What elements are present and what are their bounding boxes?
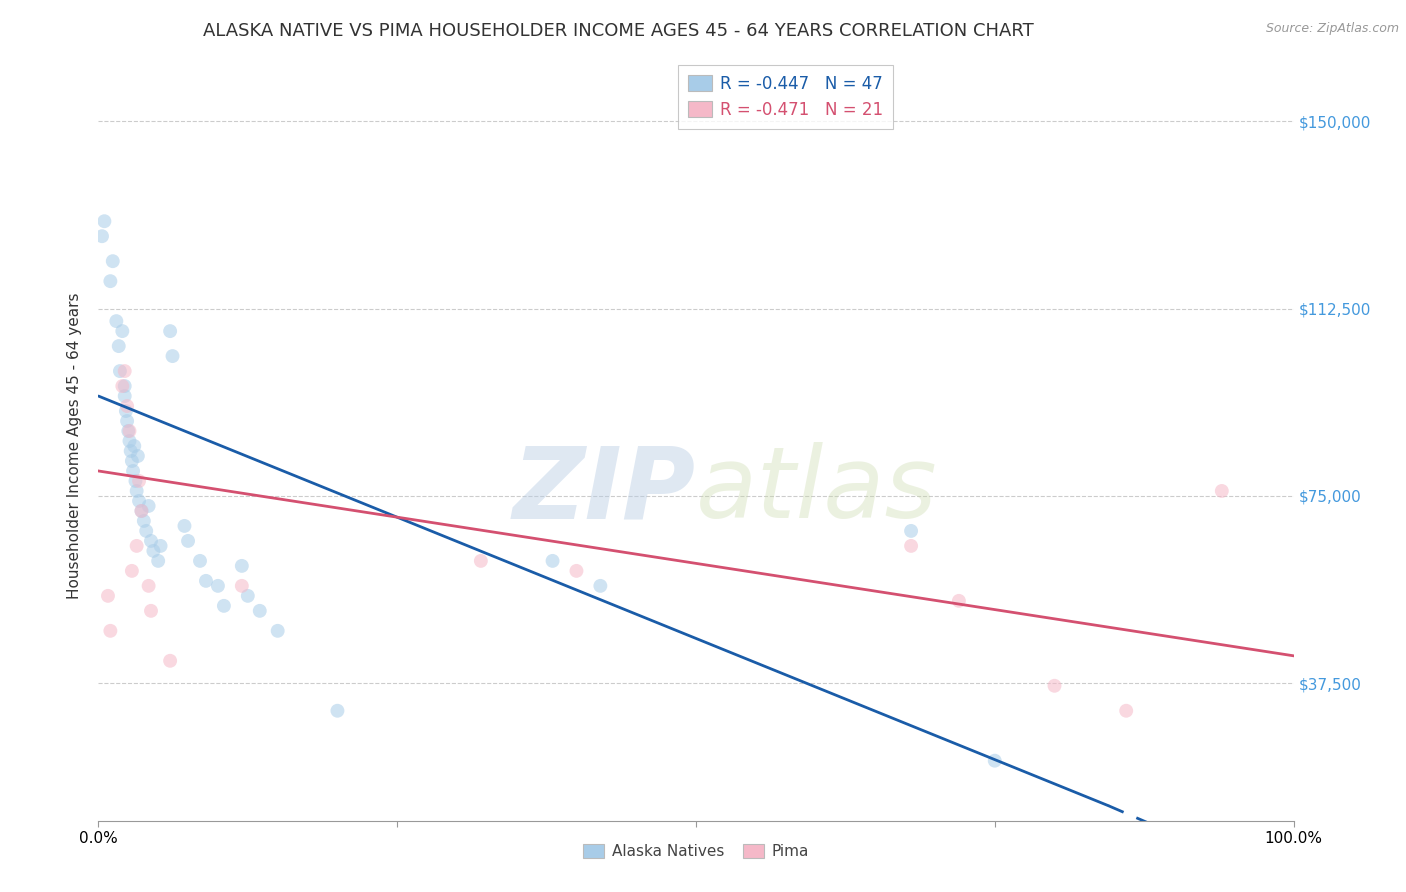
- Point: [107, 339, 129, 353]
- Point: [142, 544, 165, 558]
- Point: [124, 439, 146, 453]
- Point: [125, 539, 148, 553]
- Point: [97, 589, 120, 603]
- Point: [125, 483, 148, 498]
- Point: [1115, 704, 1137, 718]
- Y-axis label: Householder Income Ages 45 - 64 years: Householder Income Ages 45 - 64 years: [67, 293, 83, 599]
- Point: [236, 589, 259, 603]
- Point: [173, 519, 195, 533]
- Point: [470, 554, 492, 568]
- Point: [589, 579, 612, 593]
- Point: [159, 324, 181, 338]
- Point: [105, 314, 128, 328]
- Point: [249, 604, 271, 618]
- Point: [1043, 679, 1066, 693]
- Text: ALASKA NATIVE VS PIMA HOUSEHOLDER INCOME AGES 45 - 64 YEARS CORRELATION CHART: ALASKA NATIVE VS PIMA HOUSEHOLDER INCOME…: [204, 22, 1033, 40]
- Legend: Alaska Natives, Pima: Alaska Natives, Pima: [576, 838, 815, 865]
- Point: [1211, 483, 1233, 498]
- Point: [326, 704, 349, 718]
- Point: [948, 594, 970, 608]
- Text: atlas: atlas: [696, 442, 938, 540]
- Point: [207, 579, 229, 593]
- Point: [565, 564, 588, 578]
- Point: [101, 254, 124, 268]
- Point: [121, 564, 143, 578]
- Point: [111, 324, 134, 338]
- Point: [115, 404, 138, 418]
- Point: [114, 364, 136, 378]
- Point: [93, 214, 115, 228]
- Point: [122, 464, 145, 478]
- Point: [231, 558, 253, 573]
- Point: [117, 424, 139, 438]
- Point: [111, 379, 134, 393]
- Point: [212, 599, 235, 613]
- Point: [127, 449, 149, 463]
- Point: [541, 554, 564, 568]
- Text: ZIP: ZIP: [513, 442, 696, 540]
- Point: [195, 574, 218, 588]
- Point: [900, 524, 922, 538]
- Point: [138, 579, 160, 593]
- Point: [900, 539, 922, 553]
- Point: [139, 604, 162, 618]
- Point: [114, 389, 136, 403]
- Point: [231, 579, 253, 593]
- Point: [91, 229, 114, 244]
- Point: [114, 379, 136, 393]
- Point: [148, 554, 170, 568]
- Point: [124, 474, 146, 488]
- Point: [149, 539, 172, 553]
- Point: [120, 444, 142, 458]
- Text: Source: ZipAtlas.com: Source: ZipAtlas.com: [1265, 22, 1399, 36]
- Point: [121, 454, 143, 468]
- Point: [131, 504, 153, 518]
- Point: [118, 434, 141, 448]
- Point: [98, 624, 122, 638]
- Point: [98, 274, 122, 288]
- Point: [162, 349, 184, 363]
- Point: [132, 514, 155, 528]
- Point: [984, 754, 1007, 768]
- Point: [159, 654, 181, 668]
- Point: [188, 554, 211, 568]
- Point: [135, 524, 157, 538]
- Point: [138, 499, 160, 513]
- Point: [128, 474, 150, 488]
- Point: [139, 533, 162, 548]
- Point: [118, 424, 141, 438]
- Point: [115, 399, 138, 413]
- Point: [267, 624, 290, 638]
- Point: [128, 494, 150, 508]
- Point: [115, 414, 138, 428]
- Point: [177, 533, 200, 548]
- Point: [108, 364, 131, 378]
- Point: [131, 504, 153, 518]
